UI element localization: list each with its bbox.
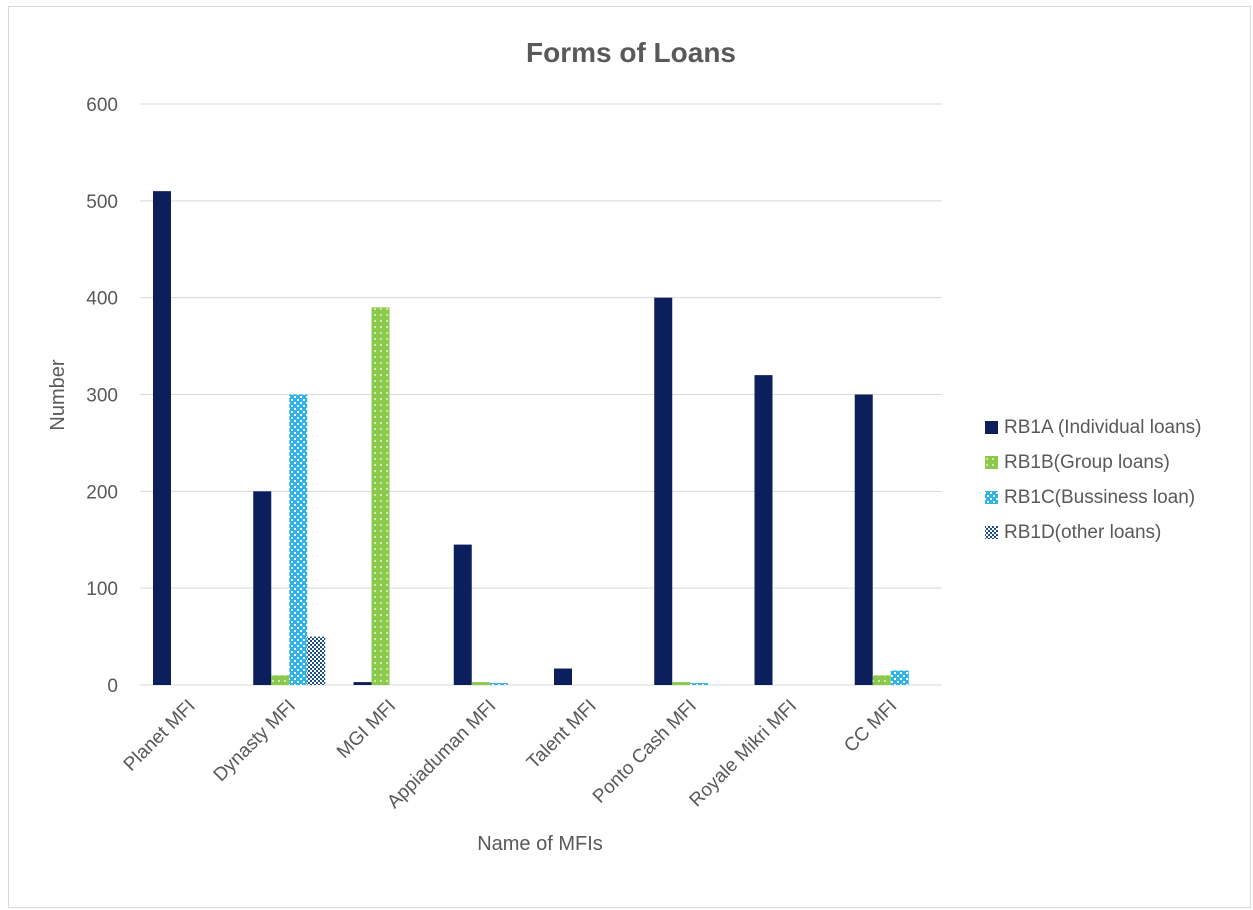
y-tick-label: 100 <box>86 579 118 600</box>
legend-label: RB1A (Individual loans) <box>1004 417 1202 438</box>
y-tick-label: 300 <box>86 386 118 407</box>
bar-4-2 <box>307 636 326 685</box>
x-tick-label: Appiaduman MFI <box>383 696 500 813</box>
bar-2-2 <box>271 675 290 685</box>
bar-1-3 <box>353 682 372 685</box>
bar-1-7 <box>754 375 773 685</box>
legend-label: RB1B(Group loans) <box>1004 452 1170 473</box>
bar-3-2 <box>289 394 308 685</box>
bars <box>153 191 909 685</box>
legend-swatch <box>985 526 998 539</box>
y-tick-label: 500 <box>86 192 118 213</box>
bar-1-8 <box>854 394 873 685</box>
chart-title: Forms of Loans <box>526 37 736 68</box>
bar-3-6 <box>690 683 709 685</box>
bar-1-6 <box>654 297 673 685</box>
bar-3-4 <box>489 683 508 685</box>
legend-swatch <box>985 421 998 434</box>
bar-2-3 <box>371 307 390 685</box>
x-tick-label: MGI MFI <box>333 696 400 763</box>
y-axis-ticks: 0 100 200 300 400 500 600 <box>86 95 118 697</box>
bar-3-8 <box>890 670 909 685</box>
bar-1-4 <box>453 544 472 685</box>
bar-2-6 <box>672 682 691 685</box>
bar-2-8 <box>872 675 891 685</box>
y-tick-label: 400 <box>86 289 118 310</box>
bar-1-5 <box>554 668 572 685</box>
x-tick-label: Ponto Cash MFI <box>589 696 701 808</box>
x-tick-label: CC MFI <box>840 696 901 757</box>
legend: RB1A (Individual loans) RB1B(Group loans)… <box>985 417 1202 543</box>
bar-1-1 <box>153 191 171 685</box>
y-tick-label: 200 <box>86 482 118 503</box>
y-axis-label: Number <box>47 359 69 430</box>
x-tick-label: Planet MFI <box>120 696 200 776</box>
x-tick-label: Talent MFI <box>523 696 601 774</box>
x-tick-label: Dynasty MFI <box>210 696 300 786</box>
legend-swatch <box>985 456 998 469</box>
chart-frame <box>8 6 1251 908</box>
y-tick-label: 600 <box>86 95 118 116</box>
legend-swatch <box>985 491 998 504</box>
bar-1-2 <box>253 491 272 685</box>
x-axis-label: Name of MFIs <box>477 833 603 855</box>
legend-label: RB1D(other loans) <box>1004 522 1161 543</box>
bar-2-4 <box>471 682 490 685</box>
y-tick-label: 0 <box>107 676 118 697</box>
legend-label: RB1C(Bussiness loan) <box>1004 487 1195 508</box>
x-tick-label: Royale Mikri MFI <box>686 696 802 812</box>
